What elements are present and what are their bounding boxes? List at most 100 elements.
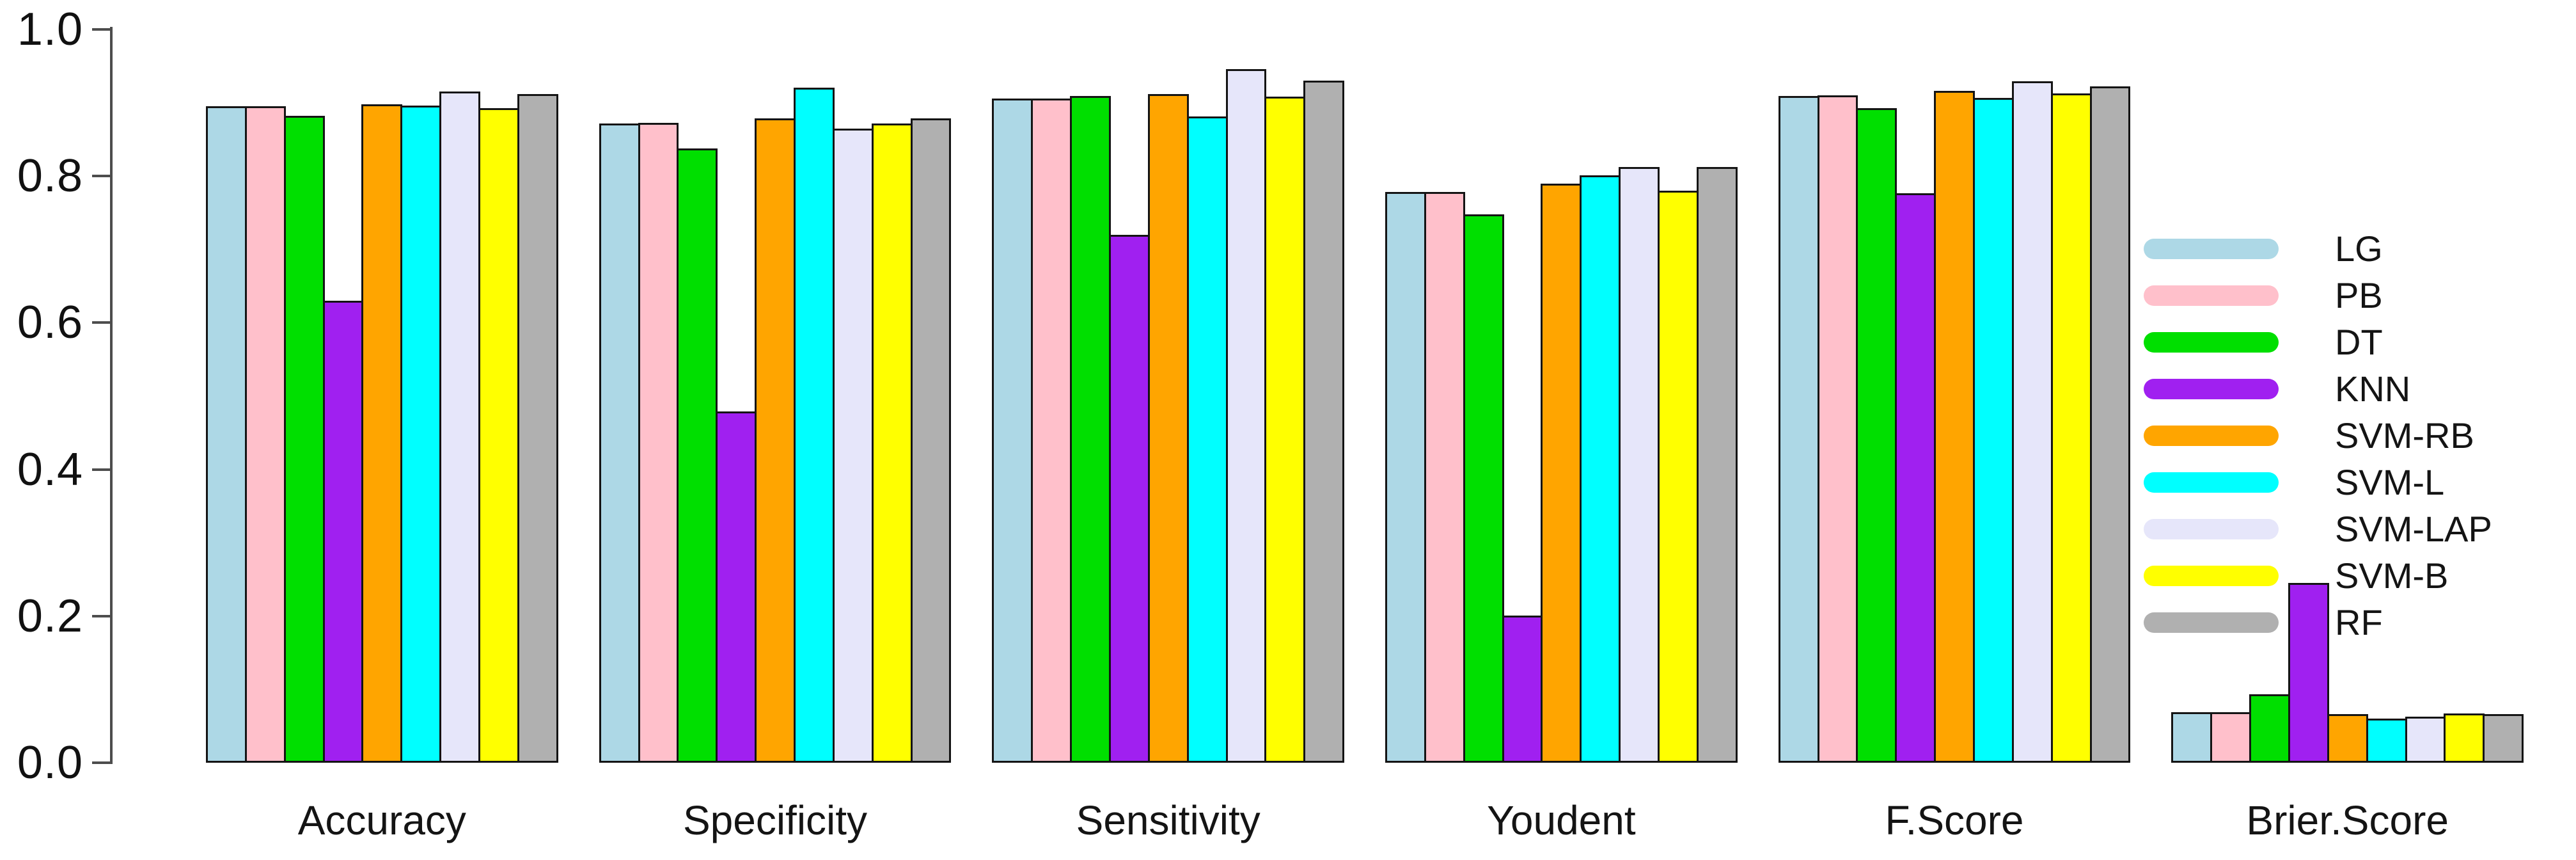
bar-SVM-LAP-Specificity bbox=[832, 128, 874, 763]
legend-swatch-SVM-B bbox=[2144, 565, 2279, 586]
y-tick-0.6 bbox=[92, 321, 111, 324]
bar-KNN-Accuracy bbox=[322, 301, 364, 763]
bar-SVM-B-Sensitivity bbox=[1264, 97, 1306, 763]
bar-group-Specificity bbox=[599, 29, 952, 763]
bar-SVM-RB-Youdent bbox=[1541, 183, 1582, 763]
y-tick-label-0.6: 0.6 bbox=[17, 297, 83, 349]
x-label-Youdent: Youdent bbox=[1487, 797, 1636, 843]
bar-PB-F.Score bbox=[1817, 95, 1858, 763]
y-tick-label-0.4: 0.4 bbox=[17, 443, 83, 495]
x-label-Accuracy: Accuracy bbox=[297, 797, 466, 843]
bar-SVM-RB-Brier.Score bbox=[2327, 714, 2368, 763]
legend-label-DT: DT bbox=[2335, 321, 2383, 362]
bar-SVM-RB-Specificity bbox=[755, 118, 796, 763]
legend-swatch-PB bbox=[2144, 285, 2279, 306]
legend-item-KNN: KNN bbox=[2144, 365, 2492, 412]
bar-SVM-B-Specificity bbox=[871, 123, 913, 763]
bar-group-Youdent bbox=[1385, 29, 1738, 763]
bar-SVM-L-Youdent bbox=[1580, 175, 1621, 763]
bar-KNN-Sensitivity bbox=[1108, 234, 1150, 763]
bar-PB-Accuracy bbox=[244, 106, 286, 763]
legend-item-PB: PB bbox=[2144, 272, 2492, 319]
y-tick-label-0.8: 0.8 bbox=[17, 150, 83, 202]
bar-DT-F.Score bbox=[1856, 107, 1897, 763]
legend: LG PB DT KNN SVM-RB SVM-L SVM-LAP SVM-B RF bbox=[2144, 225, 2492, 646]
bar-RF-Sensitivity bbox=[1303, 81, 1345, 763]
bar-KNN-Youdent bbox=[1502, 615, 1543, 763]
bar-LG-Sensitivity bbox=[992, 98, 1033, 763]
legend-swatch-SVM-LAP bbox=[2144, 518, 2279, 539]
y-axis-line bbox=[110, 27, 113, 764]
legend-item-DT: DT bbox=[2144, 319, 2492, 365]
y-tick-0.8 bbox=[92, 175, 111, 178]
bar-SVM-B-F.Score bbox=[2050, 93, 2092, 763]
legend-label-LG: LG bbox=[2335, 228, 2383, 269]
bar-KNN-F.Score bbox=[1895, 193, 1936, 763]
bar-SVM-RB-Sensitivity bbox=[1147, 93, 1189, 763]
bar-SVM-B-Youdent bbox=[1658, 191, 1699, 763]
legend-swatch-RF bbox=[2144, 612, 2279, 633]
bar-PB-Youdent bbox=[1424, 192, 1465, 763]
legend-label-RF: RF bbox=[2335, 601, 2383, 642]
legend-item-SVM-RB: SVM-RB bbox=[2144, 412, 2492, 459]
legend-swatch-SVM-L bbox=[2144, 472, 2279, 493]
bar-DT-Brier.Score bbox=[2249, 694, 2290, 763]
legend-item-SVM-B: SVM-B bbox=[2144, 552, 2492, 599]
y-tick-0.4 bbox=[92, 468, 111, 471]
bar-SVM-LAP-Brier.Score bbox=[2405, 716, 2446, 763]
bar-RF-Brier.Score bbox=[2483, 714, 2524, 763]
bar-RF-Youdent bbox=[1696, 167, 1738, 763]
y-tick-label-0.2: 0.2 bbox=[17, 590, 83, 642]
bar-KNN-Brier.Score bbox=[2288, 583, 2329, 763]
legend-label-SVM-B: SVM-B bbox=[2335, 555, 2449, 596]
bar-DT-Specificity bbox=[677, 148, 718, 763]
bar-DT-Accuracy bbox=[283, 116, 325, 763]
bar-RF-Accuracy bbox=[517, 93, 558, 763]
bar-SVM-RB-Accuracy bbox=[361, 104, 403, 763]
bar-group-Brier.Score bbox=[2171, 29, 2524, 763]
bar-LG-F.Score bbox=[1778, 96, 1819, 763]
plot-area bbox=[206, 29, 2524, 763]
bar-SVM-LAP-F.Score bbox=[2011, 81, 2053, 763]
bar-PB-Sensitivity bbox=[1031, 98, 1072, 763]
bar-SVM-LAP-Youdent bbox=[1619, 167, 1660, 763]
bar-SVM-LAP-Accuracy bbox=[439, 92, 481, 763]
legend-item-SVM-L: SVM-L bbox=[2144, 459, 2492, 506]
bar-SVM-RB-F.Score bbox=[1934, 91, 1975, 763]
y-tick-0.2 bbox=[92, 614, 111, 617]
x-label-Brier.Score: Brier.Score bbox=[2246, 797, 2449, 843]
bar-PB-Brier.Score bbox=[2210, 712, 2252, 763]
legend-swatch-DT bbox=[2144, 331, 2279, 353]
bar-SVM-L-Accuracy bbox=[400, 106, 442, 763]
legend-label-SVM-L: SVM-L bbox=[2335, 461, 2445, 502]
bar-SVM-L-Specificity bbox=[793, 87, 835, 763]
bar-SVM-B-Accuracy bbox=[478, 107, 519, 763]
legend-label-KNN: KNN bbox=[2335, 368, 2411, 409]
x-label-Sensitivity: Sensitivity bbox=[1076, 797, 1261, 843]
bar-group-F.Score bbox=[1778, 29, 2131, 763]
y-tick-label-1.0: 1.0 bbox=[17, 4, 83, 55]
legend-swatch-KNN bbox=[2144, 378, 2279, 399]
bar-group-Accuracy bbox=[206, 29, 558, 763]
bar-DT-Sensitivity bbox=[1070, 96, 1111, 763]
bar-SVM-L-Sensitivity bbox=[1186, 116, 1228, 763]
bar-group-Sensitivity bbox=[992, 29, 1345, 763]
bar-RF-Specificity bbox=[910, 118, 952, 763]
bar-PB-Specificity bbox=[638, 122, 679, 763]
bar-SVM-LAP-Sensitivity bbox=[1225, 68, 1267, 763]
bar-SVM-L-Brier.Score bbox=[2366, 719, 2407, 763]
legend-item-SVM-LAP: SVM-LAP bbox=[2144, 506, 2492, 552]
bar-LG-Brier.Score bbox=[2171, 712, 2213, 763]
bar-LG-Specificity bbox=[599, 123, 640, 763]
bar-SVM-L-F.Score bbox=[1972, 97, 2014, 763]
legend-item-LG: LG bbox=[2144, 225, 2492, 272]
y-tick-1.0 bbox=[92, 28, 111, 31]
x-axis-labels: Accuracy Specificity Sensitivity Youdent F.S… bbox=[206, 799, 2524, 842]
legend-swatch-LG bbox=[2144, 238, 2279, 259]
legend-item-RF: RF bbox=[2144, 599, 2492, 646]
legend-label-PB: PB bbox=[2335, 275, 2383, 315]
bar-LG-Accuracy bbox=[206, 106, 247, 763]
y-tick-0.0 bbox=[92, 761, 111, 764]
y-tick-label-0.0: 0.0 bbox=[17, 737, 83, 788]
